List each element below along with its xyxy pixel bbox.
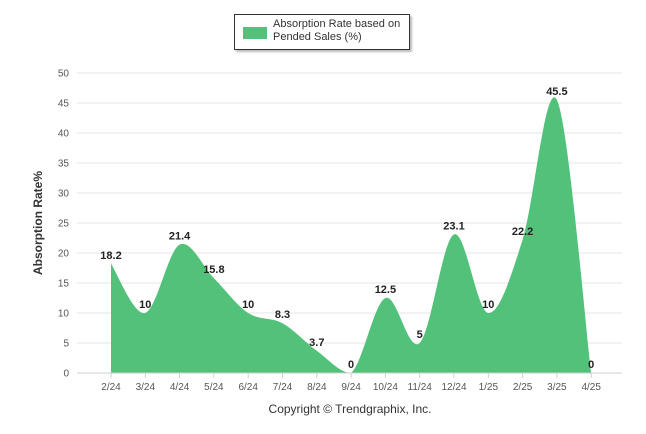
x-tick-label: 3/25	[547, 382, 567, 393]
y-tick-label: 50	[58, 69, 70, 80]
y-tick-label: 30	[58, 189, 70, 200]
legend-label-line1: Absorption Rate based on	[273, 18, 401, 30]
data-label: 45.5	[546, 86, 567, 98]
x-tick-label: 3/24	[136, 382, 156, 393]
x-tick-label: 1/25	[479, 382, 499, 393]
x-axis: 2/24 3/24 4/24 5/24 6/24 7/24 8/24 9/24 10/24 11/…	[77, 372, 622, 393]
data-label: 10	[242, 299, 254, 311]
x-tick-label: 4/25	[581, 382, 601, 393]
y-tick-label: 40	[58, 129, 70, 140]
x-tick-label: 2/24	[101, 382, 121, 393]
data-labels: 18.2 10 21.4 15.8 10 8.3 3.7 0 12.5 5 23.1 10 22.2 45…	[100, 86, 594, 371]
x-tick-label: 7/24	[273, 382, 293, 393]
data-label: 10	[482, 299, 494, 311]
data-label: 12.5	[375, 284, 396, 296]
data-label: 18.2	[100, 250, 121, 262]
data-label: 23.1	[443, 220, 464, 232]
y-tick-label: 35	[58, 159, 70, 170]
data-label: 22.2	[512, 226, 533, 238]
data-label: 0	[588, 359, 594, 371]
y-axis-title: Absorption Rate%	[31, 171, 45, 275]
x-tick-label: 6/24	[238, 382, 258, 393]
data-label: 21.4	[169, 231, 191, 243]
x-tick-label: 4/24	[170, 382, 190, 393]
copyright-text: Copyright © Trendgraphix, Inc.	[268, 402, 432, 416]
x-tick-label: 5/24	[204, 382, 224, 393]
data-label: 15.8	[203, 264, 224, 276]
y-tick-label: 45	[58, 99, 70, 110]
y-tick-label: 0	[63, 369, 69, 380]
x-tick-label: 11/24	[408, 382, 433, 393]
x-tick-label: 12/24	[441, 382, 466, 393]
y-tick-label: 20	[58, 249, 70, 260]
legend-label-line2: Pended Sales (%)	[273, 31, 362, 43]
data-label: 3.7	[309, 337, 324, 349]
x-tick-label: 2/25	[513, 382, 533, 393]
y-axis: 0 5 10 15 20 25 30 35 40 45 50	[58, 69, 70, 380]
x-tick-label: 10/24	[373, 382, 398, 393]
legend: Absorption Rate based on Pended Sales (%…	[234, 14, 410, 50]
data-label: 10	[139, 299, 151, 311]
data-label: 5	[417, 329, 423, 341]
x-tick-label: 8/24	[307, 382, 327, 393]
y-tick-label: 5	[63, 339, 69, 350]
y-tick-label: 25	[58, 219, 70, 230]
data-label: 8.3	[275, 309, 290, 321]
legend-label: Absorption Rate based on Pended Sales (%…	[273, 18, 407, 44]
series-area	[111, 97, 592, 373]
y-tick-label: 15	[58, 279, 70, 290]
y-tick-label: 10	[58, 309, 70, 320]
x-tick-label: 9/24	[341, 382, 361, 393]
data-label: 0	[348, 359, 354, 371]
legend-swatch	[243, 27, 267, 39]
